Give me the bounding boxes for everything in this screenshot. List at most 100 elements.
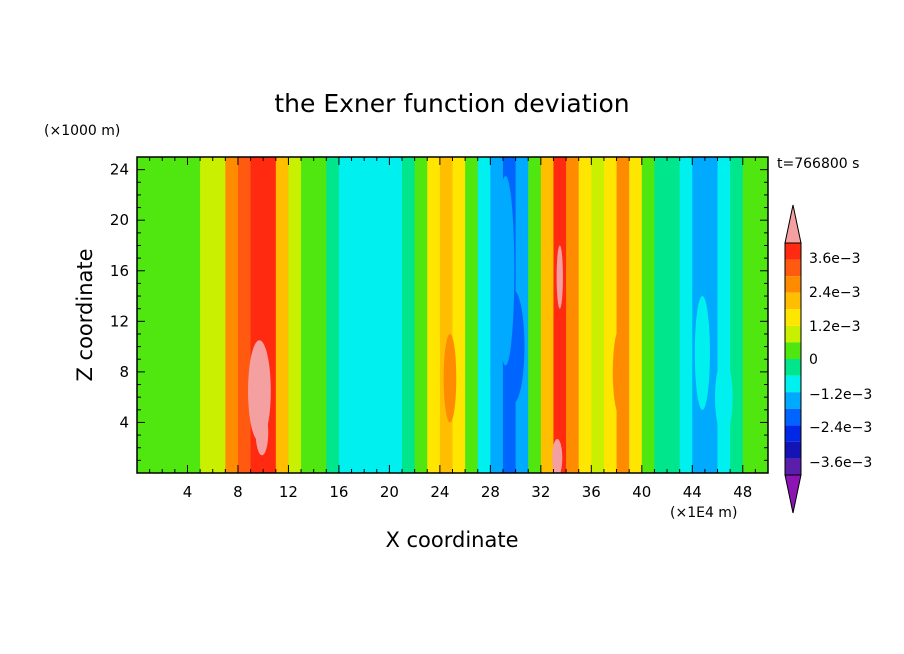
low-blob bbox=[304, 340, 315, 467]
max-blob bbox=[552, 438, 563, 473]
contour-field bbox=[137, 157, 768, 473]
low-blob bbox=[140, 296, 172, 436]
y-tick-label: 8 bbox=[119, 363, 129, 381]
contour-band bbox=[477, 157, 491, 473]
contour-band bbox=[364, 157, 378, 473]
contour-band bbox=[212, 157, 226, 473]
colorbar-swatch bbox=[785, 243, 801, 260]
contour-band bbox=[237, 157, 252, 473]
x-tick-label: 28 bbox=[481, 483, 500, 501]
contour-band bbox=[528, 157, 542, 473]
x-tick-label: 8 bbox=[233, 483, 243, 501]
colorbar-label: −1.2e−3 bbox=[809, 387, 872, 403]
contour-band bbox=[326, 157, 340, 473]
colorbar-label: 1.2e−3 bbox=[809, 319, 861, 335]
colorbar-swatch bbox=[785, 441, 801, 459]
contour-band bbox=[629, 157, 643, 473]
min-blob bbox=[490, 340, 503, 404]
y-tick-label: 12 bbox=[110, 312, 129, 330]
contour-band bbox=[402, 157, 416, 473]
contour-band bbox=[616, 157, 630, 473]
colorbar-swatch bbox=[785, 259, 801, 277]
colorbar-swatch bbox=[785, 392, 801, 409]
min-blob bbox=[694, 296, 710, 410]
contour-band bbox=[452, 157, 466, 473]
x-tick-label: 20 bbox=[380, 483, 399, 501]
max-blob bbox=[443, 333, 457, 423]
contour-band bbox=[603, 157, 618, 473]
contour-band bbox=[275, 157, 290, 473]
colorbar-swatch bbox=[785, 359, 801, 376]
contour-band bbox=[200, 157, 214, 473]
x-tick-label: 16 bbox=[329, 483, 348, 501]
colorbar-label: 3.6e−3 bbox=[809, 251, 861, 267]
y-unit-label: (×1000 m) bbox=[44, 123, 120, 139]
contour-band bbox=[187, 157, 201, 473]
x-tick-label: 24 bbox=[430, 483, 449, 501]
y-axis: 4 8 12 16 20 24 bbox=[110, 161, 768, 461]
colorbar-label: 0 bbox=[809, 352, 818, 368]
x-axis-label: X coordinate bbox=[385, 528, 518, 552]
contour-features bbox=[140, 175, 733, 473]
contour-band bbox=[540, 157, 555, 473]
contour-band bbox=[667, 157, 681, 473]
contour-band bbox=[742, 157, 756, 473]
colorbar-swatch bbox=[785, 325, 801, 343]
contour-band bbox=[288, 157, 302, 473]
colorbar-swatch bbox=[785, 375, 801, 393]
contour-band bbox=[578, 157, 592, 473]
colorbar-swatch bbox=[785, 309, 801, 326]
colorbar-swatch bbox=[785, 292, 801, 310]
y-tick-label: 4 bbox=[119, 413, 129, 431]
x-tick-label: 32 bbox=[531, 483, 550, 501]
contour-band bbox=[654, 157, 668, 473]
contour-band bbox=[566, 157, 580, 473]
colorbar-top-triangle bbox=[784, 204, 802, 244]
contour-band bbox=[313, 157, 327, 473]
colorbar-label: −3.6e−3 bbox=[809, 455, 872, 471]
y-tick-label: 20 bbox=[110, 211, 129, 229]
y-tick-label: 16 bbox=[110, 262, 129, 280]
x-tick-label: 44 bbox=[683, 483, 702, 501]
colorbar-swatch bbox=[785, 342, 801, 359]
contour-band bbox=[351, 157, 365, 473]
contour-band bbox=[338, 157, 353, 473]
contour-band bbox=[174, 157, 189, 473]
x-tick-label: 48 bbox=[733, 483, 752, 501]
contour-band bbox=[439, 157, 454, 473]
contour-band bbox=[225, 157, 239, 473]
max-blob bbox=[612, 327, 628, 417]
x-unit-label: (×1E4 m) bbox=[670, 505, 737, 521]
contour-band bbox=[704, 157, 719, 473]
min-blob bbox=[496, 175, 515, 366]
x-tick-label: 4 bbox=[183, 483, 193, 501]
max-blob bbox=[255, 409, 269, 456]
x-tick-label: 36 bbox=[582, 483, 601, 501]
contour-band bbox=[465, 157, 479, 473]
colorbar-swatch bbox=[785, 458, 801, 475]
x-tick-label: 40 bbox=[632, 483, 651, 501]
contour-band bbox=[376, 157, 390, 473]
colorbar-swatch bbox=[785, 408, 801, 426]
contour-band bbox=[427, 157, 441, 473]
x-tick-label: 12 bbox=[279, 483, 298, 501]
time-label: t=766800 s bbox=[777, 156, 859, 172]
contour-band bbox=[641, 157, 656, 473]
colorbar-bottom-triangle bbox=[784, 474, 802, 514]
min-blob bbox=[343, 346, 353, 385]
contour-band bbox=[730, 157, 744, 473]
min-blob bbox=[714, 359, 733, 436]
contour-band bbox=[755, 157, 768, 473]
colorbar-label: −2.4e−3 bbox=[809, 420, 872, 436]
x-axis: 4 8 12 16 20 24 28 32 36 40 44 48 bbox=[149, 157, 756, 501]
y-tick-label: 24 bbox=[110, 161, 129, 179]
colorbar: 3.6e−3 2.4e−3 1.2e−3 0 −1.2e−3 −2.4e−3 −3.6e−3 bbox=[784, 204, 872, 514]
contour-band bbox=[389, 157, 403, 473]
colorbar-label: 2.4e−3 bbox=[809, 285, 861, 301]
contour-band bbox=[591, 157, 605, 473]
contour-band bbox=[553, 157, 567, 473]
colorbar-swatch bbox=[785, 276, 801, 293]
chart-title: the Exner function deviation bbox=[274, 89, 629, 118]
y-axis-label: Z coordinate bbox=[73, 248, 97, 381]
